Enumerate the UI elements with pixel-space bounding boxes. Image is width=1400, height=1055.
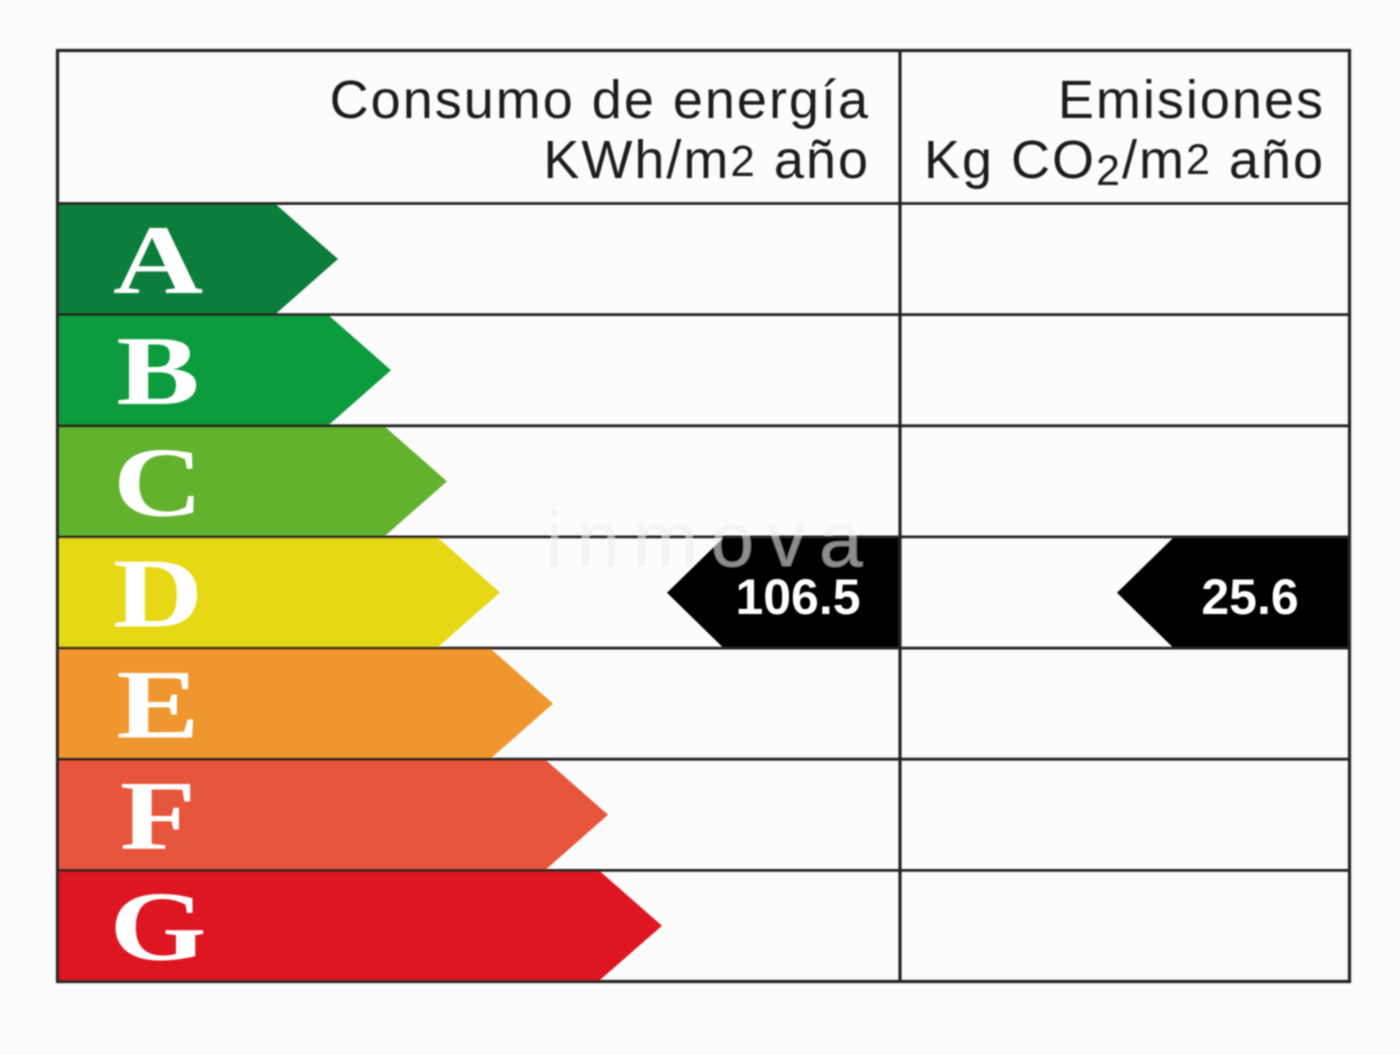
svg-text:G: G [109,873,206,982]
svg-text:D: D [113,539,203,648]
svg-text:106.5: 106.5 [735,569,860,625]
svg-text:25.6: 25.6 [1201,569,1298,625]
svg-text:Kg CO2/m2 año: Kg CO2/m2 año [924,130,1325,195]
svg-text:B: B [116,317,199,426]
svg-text:Emisiones: Emisiones [1058,70,1325,130]
svg-text:A: A [113,206,203,315]
svg-text:Consumo de energía: Consumo de energía [330,70,870,130]
svg-text:E: E [116,651,199,760]
svg-text:F: F [120,762,196,871]
svg-text:inmova: inmova [546,495,875,583]
svg-text:KWh/m2 año: KWh/m2 año [543,130,870,190]
svg-text:C: C [113,428,203,537]
